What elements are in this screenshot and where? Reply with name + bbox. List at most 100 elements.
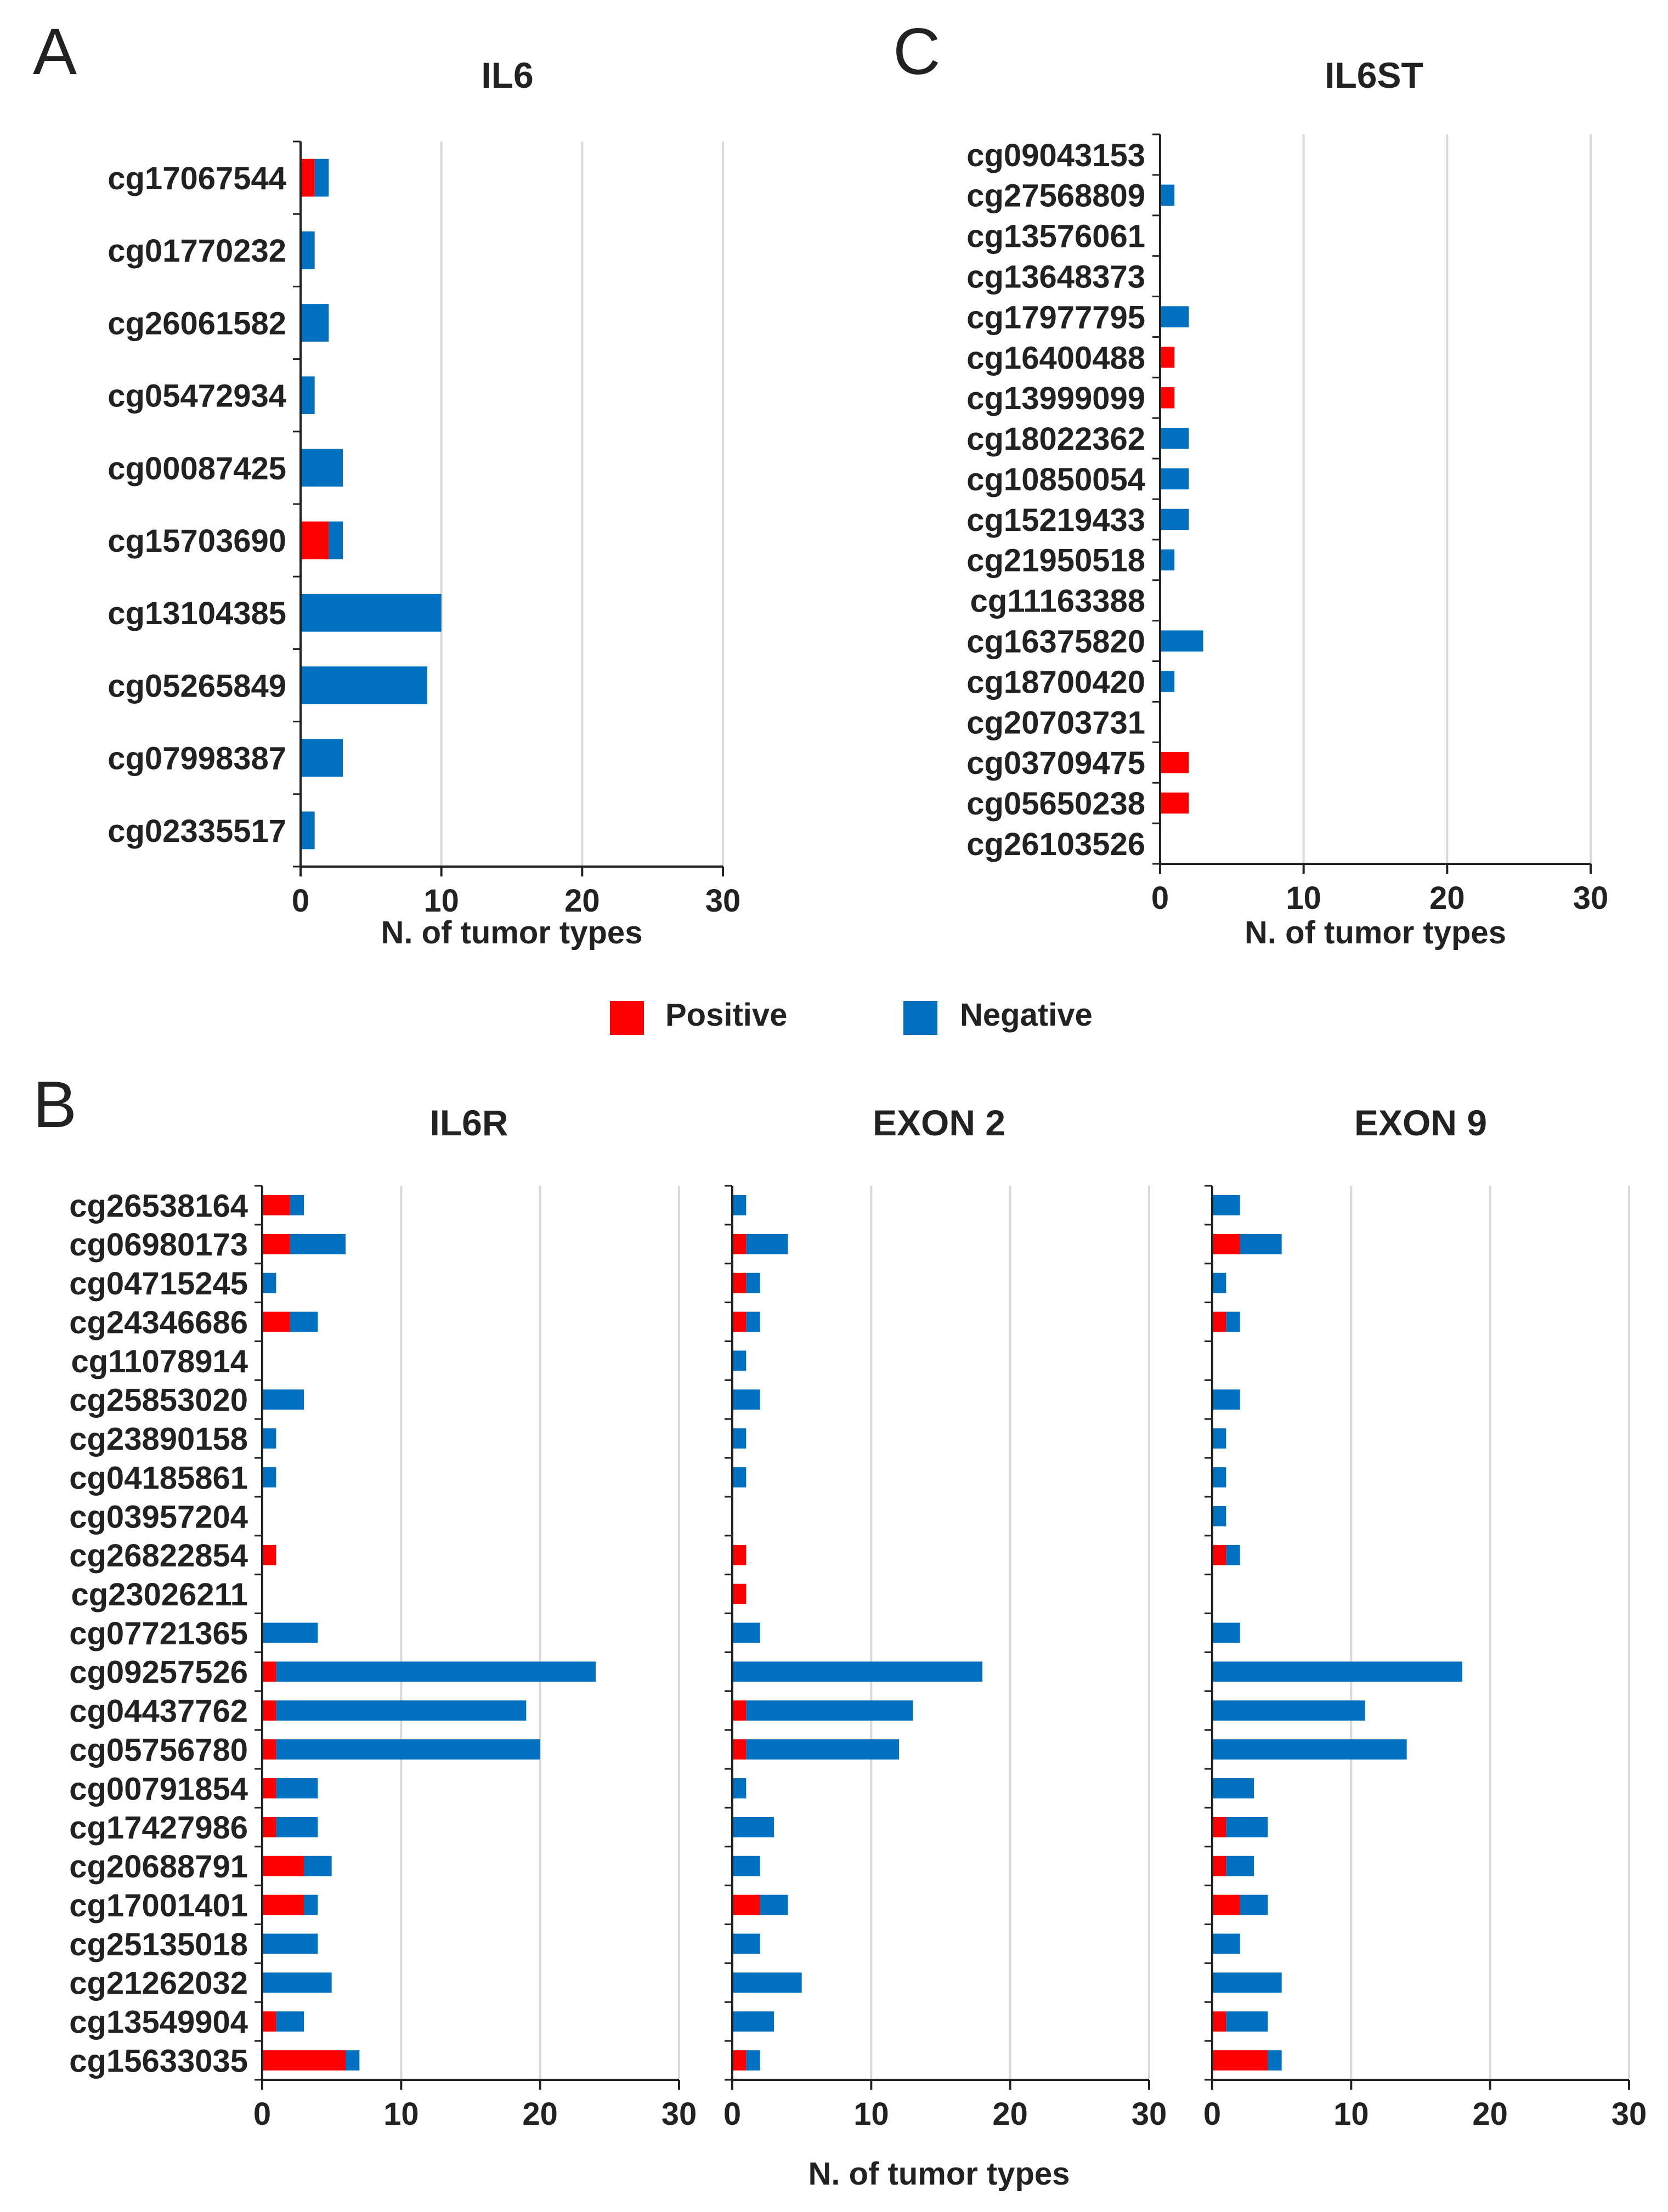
category-label: cg15703690 (108, 523, 286, 559)
bar-negative (732, 1428, 747, 1449)
category-label: cg21950518 (966, 543, 1145, 579)
bar-negative (301, 304, 329, 342)
bar-negative (304, 1855, 332, 1876)
category-label: cg18022362 (966, 421, 1145, 457)
category-label: cg01770232 (108, 233, 286, 269)
legend-label-negative: Negative (960, 997, 1093, 1033)
category-label: cg26538164 (69, 1188, 248, 1224)
bar-positive (1160, 347, 1175, 368)
category-label: cg24346686 (69, 1305, 248, 1340)
bar-negative (1212, 1272, 1226, 1293)
bar-negative (1268, 2050, 1282, 2070)
bar-positive (1212, 1894, 1240, 1915)
bar-negative (732, 1778, 747, 1798)
bar-negative (1212, 1622, 1240, 1643)
x-tick-label: 10 (853, 2096, 889, 2132)
x-tick-label: 20 (1472, 2096, 1508, 2132)
bar-negative (746, 2050, 760, 2070)
bar-negative (1160, 427, 1189, 449)
chart-il6st: IL6ST cg09043153 cg27568809 cg13576061 cg136… (966, 55, 1608, 951)
legend: Positive Negative (610, 997, 1093, 1035)
bar-negative (301, 231, 315, 269)
category-label: cg16400488 (966, 340, 1145, 376)
category-label: cg13549904 (69, 2005, 248, 2040)
category-label: cg10850054 (966, 462, 1145, 497)
bar-negative (1160, 468, 1189, 490)
category-label: cg13999099 (966, 381, 1145, 416)
category-label: cg13576061 (966, 219, 1145, 254)
bar-negative (304, 1894, 318, 1915)
bar-negative (329, 521, 343, 559)
bar-negative (1226, 2011, 1268, 2032)
category-label: cg21262032 (69, 1966, 248, 2001)
panel-b-xlabel: N. of tumor types (808, 2156, 1070, 2192)
bar-negative (732, 1933, 760, 1954)
bar-positive (262, 1661, 276, 1682)
category-label: cg17427986 (69, 1810, 248, 1846)
bar-negative (1212, 1739, 1407, 1760)
x-tick-label: 0 (292, 883, 309, 919)
category-label: cg13648373 (966, 259, 1145, 295)
category-label: cg17001401 (69, 1888, 248, 1924)
category-label: cg00087425 (108, 451, 286, 486)
category-label: cg23890158 (69, 1422, 248, 1457)
category-label: cg05650238 (966, 786, 1145, 822)
bar-negative (1226, 1855, 1254, 1876)
category-label: cg26822854 (69, 1538, 248, 1574)
bar-negative (301, 376, 315, 415)
x-tick-label: 30 (1132, 2096, 1167, 2132)
bar-negative (301, 739, 343, 777)
category-label: cg17977795 (966, 299, 1145, 335)
bar-positive (262, 2011, 276, 2032)
bar-negative (732, 1661, 982, 1682)
x-axis-label: N. of tumor types (1245, 915, 1506, 951)
bar-negative (262, 1389, 304, 1410)
category-label: cg09043153 (966, 138, 1145, 173)
bar-positive (1212, 1234, 1240, 1254)
category-label: cg26103526 (966, 827, 1145, 862)
bar-positive (262, 1234, 290, 1254)
panel-letter-b: B (33, 1068, 77, 1141)
bar-positive (1212, 1311, 1226, 1332)
bar-positive (262, 1855, 304, 1876)
x-tick-label: 10 (423, 883, 459, 919)
bar-negative (276, 2011, 304, 2032)
bar-negative (1212, 1661, 1462, 1682)
bar-negative (1240, 1234, 1282, 1254)
bar-negative (1226, 1817, 1268, 1837)
panel-letter-c: C (893, 15, 941, 88)
legend-label-positive: Positive (665, 997, 787, 1033)
bar-positive (732, 1545, 747, 1565)
bar-negative (314, 159, 329, 197)
bar-negative (1212, 1972, 1282, 1993)
bar-negative (1160, 630, 1203, 652)
x-tick-label: 0 (1151, 880, 1169, 916)
bar-positive (1212, 1817, 1226, 1837)
bar-negative (262, 1622, 318, 1643)
bar-negative (746, 1272, 760, 1293)
bar-negative (276, 1778, 318, 1798)
category-label: cg02335517 (108, 813, 286, 849)
bar-negative (732, 2011, 774, 2032)
x-tick-label: 0 (253, 2096, 271, 2132)
bar-positive (1160, 387, 1175, 409)
x-tick-label: 30 (1573, 880, 1609, 916)
bar-negative (262, 1467, 276, 1487)
bar-negative (262, 1972, 332, 1993)
category-label: cg15219433 (966, 502, 1145, 538)
bar-positive (732, 1583, 747, 1604)
bar-negative (276, 1739, 540, 1760)
bar-negative (732, 1195, 747, 1215)
bar-positive (732, 1234, 747, 1254)
bar-negative (301, 593, 442, 632)
bar-negative (746, 1739, 899, 1760)
x-tick-label: 30 (1612, 2096, 1647, 2132)
chart-il6: IL6 cg17067544 cg01770232 cg26061582 cg05472… (108, 55, 740, 951)
category-label: cg05472934 (108, 378, 286, 414)
bar-negative (290, 1195, 304, 1215)
bar-positive (732, 1272, 747, 1293)
bar-negative (1226, 1545, 1240, 1565)
bar-negative (732, 1467, 747, 1487)
x-axis-label: N. of tumor types (381, 915, 643, 951)
